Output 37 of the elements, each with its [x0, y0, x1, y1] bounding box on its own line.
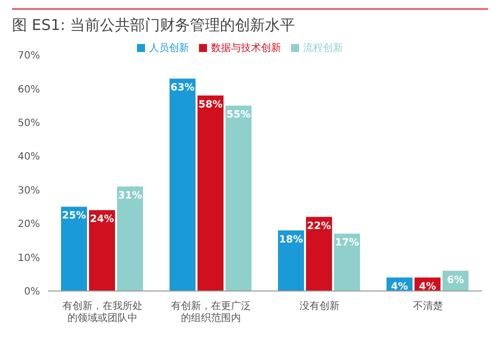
- data-label: 24%: [90, 214, 114, 226]
- x-tick-label: 不清楚: [412, 300, 443, 312]
- data-label: 31%: [118, 190, 142, 202]
- data-label: 25%: [62, 210, 86, 222]
- legend-label: 人员创新: [149, 43, 189, 54]
- y-tick-label: 0%: [24, 286, 40, 298]
- data-label: 4%: [419, 282, 436, 293]
- bar: [306, 216, 332, 291]
- x-tick-label: 有创新，在更广泛的组织范围内: [170, 300, 251, 324]
- bar: [61, 206, 88, 291]
- y-tick-label: 10%: [18, 252, 40, 264]
- data-label: 63%: [170, 82, 194, 94]
- bar: [117, 186, 144, 291]
- x-tick-label: 有创新，在我所处的领域或团队中: [62, 300, 142, 324]
- y-tick-label: 20%: [18, 219, 40, 230]
- y-tick-label: 40%: [18, 152, 40, 163]
- data-label: 4%: [391, 282, 408, 293]
- bar: [226, 106, 252, 291]
- y-tick-label: 60%: [18, 84, 40, 96]
- y-tick-label: 50%: [18, 118, 40, 129]
- legend-label: 数据与技术创新: [211, 43, 281, 54]
- data-label: 17%: [335, 238, 359, 249]
- data-label: 55%: [226, 110, 250, 121]
- y-tick-label: 30%: [18, 185, 40, 196]
- bar: [198, 95, 224, 291]
- data-label: 18%: [279, 234, 303, 246]
- bar: [89, 210, 116, 291]
- data-label: 6%: [447, 274, 464, 286]
- bar: [278, 230, 304, 291]
- data-label: 22%: [307, 220, 331, 232]
- bar: [170, 78, 196, 291]
- bar: [334, 234, 360, 291]
- y-tick-label: 70%: [18, 50, 40, 62]
- data-label: 58%: [198, 99, 222, 110]
- chart-title: 图 ES1: 当前公共部门财务管理的创新水平: [11, 15, 296, 35]
- x-tick-label: 没有创新: [299, 300, 340, 312]
- legend-label: 流程创新: [303, 43, 343, 54]
